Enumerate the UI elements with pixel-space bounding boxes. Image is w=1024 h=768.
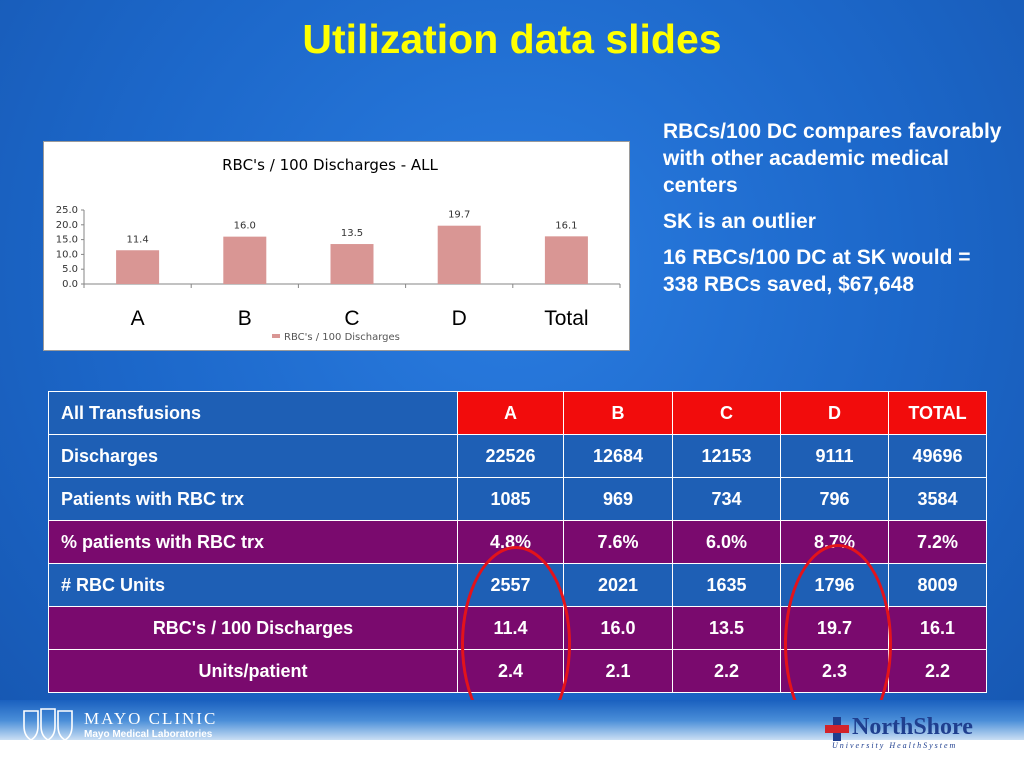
cell-total: 2.2 <box>888 649 987 693</box>
x-tick-label: A <box>131 307 145 330</box>
y-tick-label: 15.0 <box>56 235 78 246</box>
header-all-transfusions: All Transfusions <box>48 391 458 435</box>
cell-c: 734 <box>672 477 781 521</box>
x-tick-label: D <box>452 307 467 330</box>
cell-b: 7.6% <box>563 520 673 564</box>
cell-a: 1085 <box>457 477 564 521</box>
x-tick-label: C <box>344 307 359 330</box>
mayo-shields-icon <box>23 708 73 741</box>
cell-b: 12684 <box>563 434 673 478</box>
legend-swatch <box>272 334 280 338</box>
y-tick-label: 25.0 <box>56 205 78 216</box>
bullet-savings: 16 RBCs/100 DC at SK would = 338 RBCs sa… <box>663 246 971 296</box>
y-tick-label: 20.0 <box>56 220 78 231</box>
chart-title: RBC's / 100 Discharges - ALL <box>222 156 438 174</box>
cell-d: 9111 <box>780 434 889 478</box>
cell-c: 2.2 <box>672 649 781 693</box>
northshore-subtitle: University HealthSystem <box>832 741 958 750</box>
transfusion-table: All Transfusions A B C D TOTAL Discharge… <box>48 391 987 693</box>
y-tick-label: 10.0 <box>56 249 78 260</box>
mayo-clinic-logo: MAYO CLINIC Mayo Medical Laboratories <box>22 708 262 748</box>
bullet-list: RBCs/100 DC compares favorably with othe… <box>663 118 1003 307</box>
footer-white-strip <box>0 740 1024 768</box>
x-tick-label: B <box>238 307 252 330</box>
cell-total: 16.1 <box>888 606 987 650</box>
cell-c: 6.0% <box>672 520 781 564</box>
cell-c: 12153 <box>672 434 781 478</box>
header-c: C <box>672 391 781 435</box>
row-label: Discharges <box>48 434 458 478</box>
row-label: RBC's / 100 Discharges <box>48 606 458 650</box>
x-tick-label: Total <box>544 307 588 330</box>
cell-total: 3584 <box>888 477 987 521</box>
table-row-patients: Patients with RBC trx 1085 969 734 796 3… <box>48 477 987 521</box>
data-label: 16.0 <box>234 221 256 232</box>
header-total: TOTAL <box>888 391 987 435</box>
row-label: % patients with RBC trx <box>48 520 458 564</box>
data-label: 13.5 <box>341 228 363 239</box>
bullet-compares: RBCs/100 DC compares favorably with othe… <box>663 120 1002 197</box>
bullet-outlier: SK is an outlier <box>663 210 816 233</box>
slide-title: Utilization data slides <box>302 16 722 62</box>
northshore-logo: NorthShore University HealthSystem <box>824 712 996 752</box>
mayo-name: MAYO CLINIC <box>84 709 218 728</box>
row-label: Patients with RBC trx <box>48 477 458 521</box>
cell-b: 16.0 <box>563 606 673 650</box>
mayo-subtitle: Mayo Medical Laboratories <box>84 729 213 740</box>
header-a: A <box>457 391 564 435</box>
bar-d <box>437 225 481 284</box>
y-tick-label: 0.0 <box>62 279 78 290</box>
data-label: 19.7 <box>448 210 470 221</box>
cell-b: 2021 <box>563 563 673 607</box>
cell-c: 13.5 <box>672 606 781 650</box>
row-label: # RBC Units <box>48 563 458 607</box>
cell-total: 8009 <box>888 563 987 607</box>
header-b: B <box>563 391 673 435</box>
chart-canvas: RBC's / 100 Discharges - ALL 0.0 5.0 10.0 15… <box>56 156 621 343</box>
bar-total <box>544 236 588 284</box>
data-label: 11.4 <box>126 234 148 245</box>
bar-chart: RBC's / 100 Discharges - ALL 0.0 5.0 10.0 15… <box>43 141 630 351</box>
data-label: 16.1 <box>555 220 577 231</box>
table-row-discharges: Discharges 22526 12684 12153 9111 49696 <box>48 434 987 478</box>
cell-b: 2.1 <box>563 649 673 693</box>
cell-total: 49696 <box>888 434 987 478</box>
bar-b <box>223 236 267 284</box>
y-tick-label: 5.0 <box>62 264 78 275</box>
row-label: Units/patient <box>48 649 458 693</box>
cell-b: 969 <box>563 477 673 521</box>
northshore-name: NorthShore <box>852 714 973 740</box>
cell-d: 796 <box>780 477 889 521</box>
header-d: D <box>780 391 889 435</box>
legend-label: RBC's / 100 Discharges <box>284 332 400 343</box>
cell-a: 22526 <box>457 434 564 478</box>
northshore-cross-icon <box>825 717 849 741</box>
cell-c: 1635 <box>672 563 781 607</box>
table-header-row: All Transfusions A B C D TOTAL <box>48 391 987 435</box>
bar-c <box>330 244 374 284</box>
cell-total: 7.2% <box>888 520 987 564</box>
bar-a <box>116 250 160 284</box>
